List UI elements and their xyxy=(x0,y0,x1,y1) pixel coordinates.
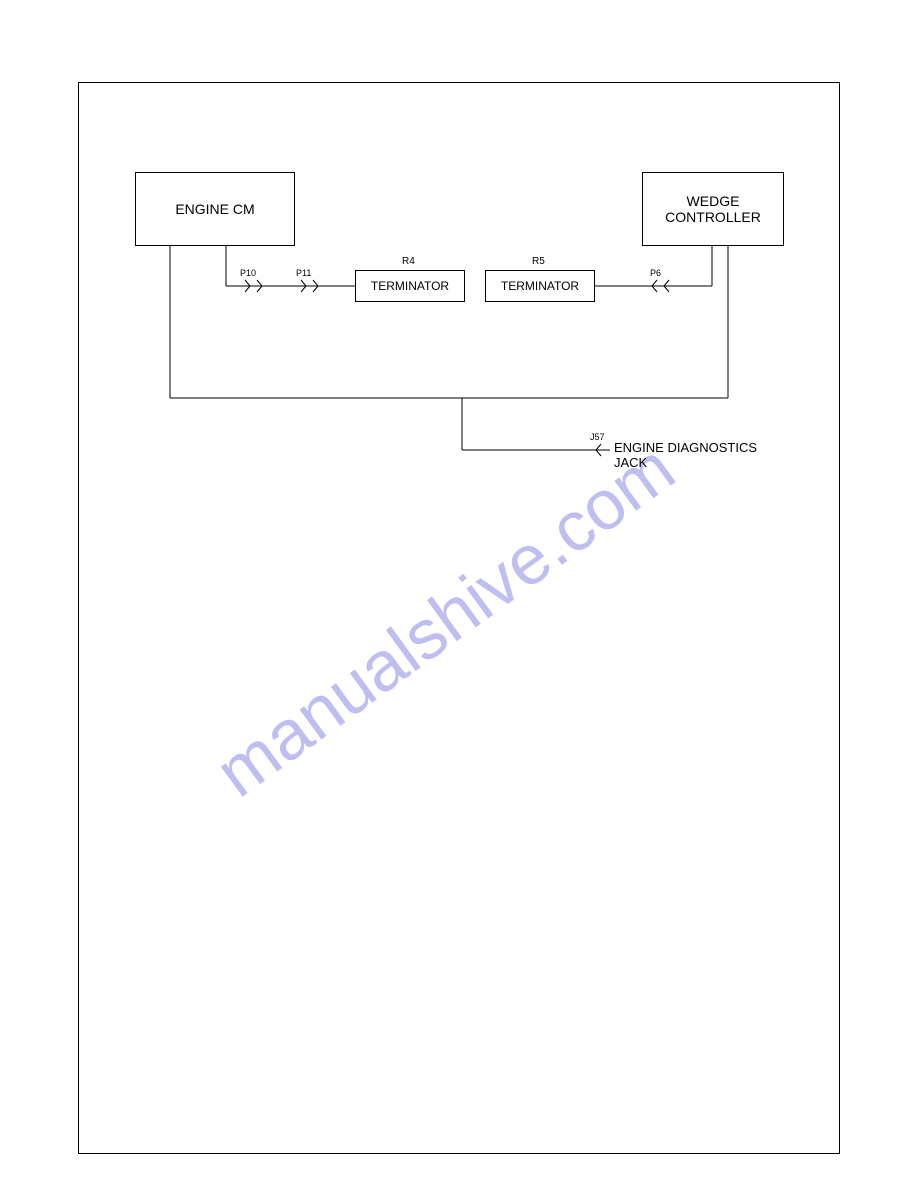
wiring-diagram xyxy=(0,0,918,1188)
page-root: manualshive.com ENGINE CM WEDGE CONTROLL… xyxy=(0,0,918,1188)
